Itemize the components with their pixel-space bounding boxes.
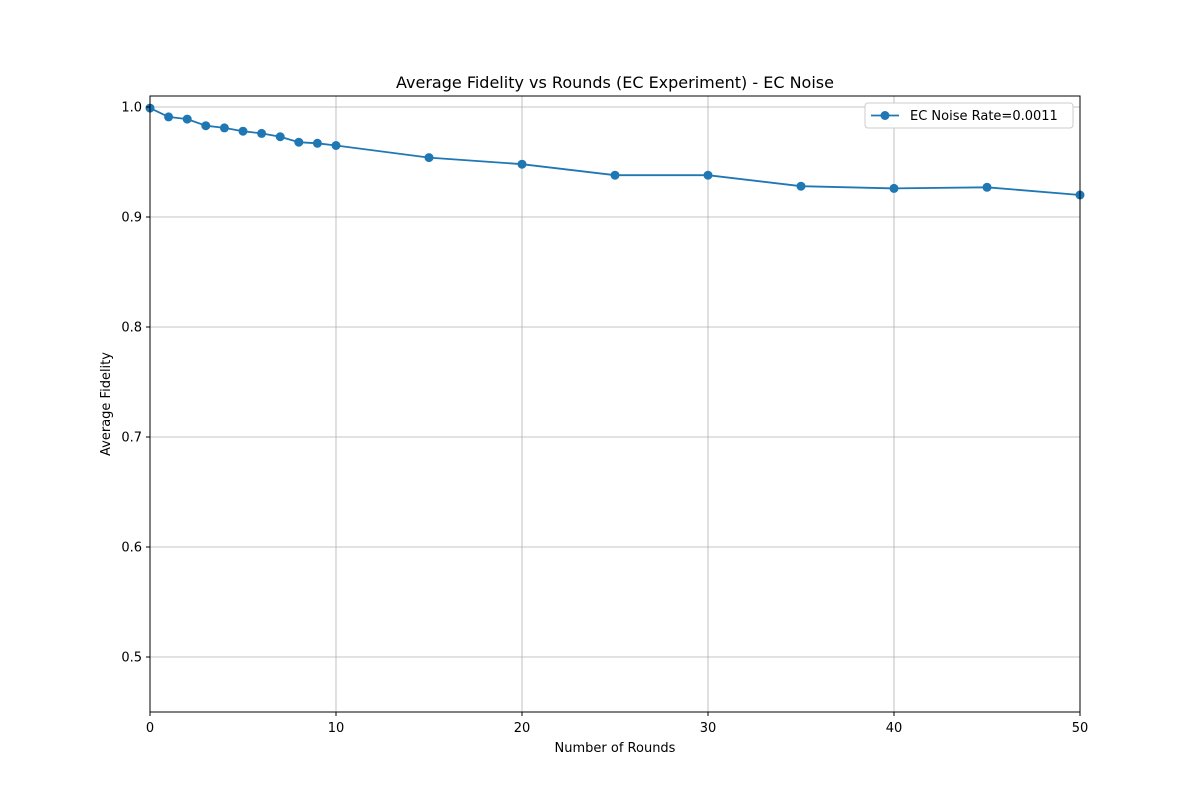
- data-point: [201, 121, 211, 131]
- x-tick-label: 50: [1072, 721, 1089, 736]
- legend-entry-label: EC Noise Rate=0.0011: [910, 109, 1058, 124]
- data-point: [257, 128, 267, 138]
- x-tick-label: 10: [328, 721, 345, 736]
- data-point: [703, 170, 713, 180]
- legend-box: [864, 102, 1074, 129]
- data-point: [982, 182, 992, 192]
- legend: EC Noise Rate=0.0011: [864, 102, 1074, 129]
- plot-area: [150, 96, 1080, 712]
- data-point: [182, 114, 192, 124]
- series-layer: [145, 103, 1085, 200]
- data-point: [219, 123, 229, 133]
- x-tick-label: 20: [514, 721, 531, 736]
- data-point: [610, 170, 620, 180]
- plot-frame: [149, 95, 1081, 713]
- data-point: [889, 183, 899, 193]
- data-point: [164, 112, 174, 122]
- y-tick-label: 0.6: [121, 541, 142, 556]
- chart-title: Average Fidelity vs Rounds (EC Experimen…: [396, 73, 834, 92]
- grid-lines: [149, 96, 1081, 712]
- data-point: [312, 138, 322, 148]
- data-point: [238, 126, 248, 136]
- y-tick-label: 0.7: [121, 431, 142, 446]
- x-tick-label: 30: [700, 721, 717, 736]
- data-point: [796, 181, 806, 191]
- data-point: [294, 137, 304, 147]
- y-tick-label: 0.9: [121, 211, 142, 226]
- y-tick-label: 0.5: [121, 651, 142, 666]
- y-axis-label: Average Fidelity: [99, 352, 114, 456]
- data-point: [275, 132, 285, 142]
- y-tick-label: 0.8: [121, 321, 142, 336]
- data-point: [517, 159, 527, 169]
- x-tick-label: 40: [886, 721, 903, 736]
- data-point: [331, 141, 341, 150]
- x-tick-label: 0: [146, 721, 154, 736]
- x-axis-label: Number of Rounds: [555, 741, 676, 756]
- legend-dot-marker: [880, 111, 890, 120]
- data-point: [424, 153, 434, 163]
- axis-ticks: 0 10 20 30 40 50 0.5 0.6 0.7 0.8 0.9 1.0: [121, 101, 1088, 737]
- y-tick-label: 1.0: [121, 101, 142, 116]
